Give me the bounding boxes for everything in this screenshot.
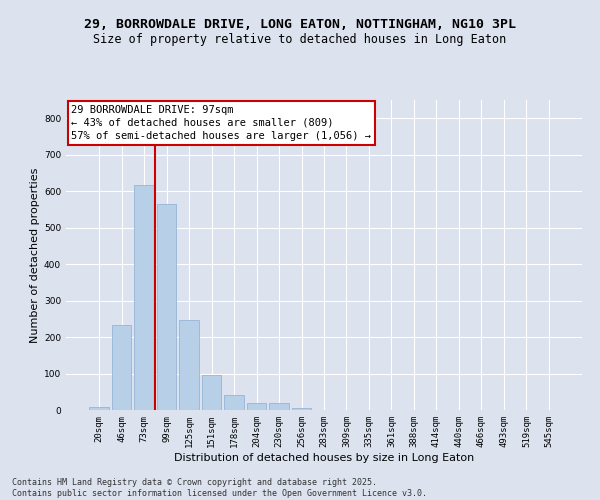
Bar [112, 326, 131, 410]
Y-axis label: Number of detached properties: Number of detached properties [30, 168, 40, 342]
Text: Size of property relative to detached houses in Long Eaton: Size of property relative to detached ho… [94, 32, 506, 46]
Bar [202, 376, 221, 410]
X-axis label: Distribution of detached houses by size in Long Eaton: Distribution of detached houses by size … [174, 452, 474, 462]
Text: Contains HM Land Registry data © Crown copyright and database right 2025.
Contai: Contains HM Land Registry data © Crown c… [12, 478, 427, 498]
Text: 29 BORROWDALE DRIVE: 97sqm
← 43% of detached houses are smaller (809)
57% of sem: 29 BORROWDALE DRIVE: 97sqm ← 43% of deta… [71, 104, 371, 141]
Bar [224, 394, 244, 410]
Bar [269, 404, 289, 410]
Bar [157, 204, 176, 410]
Bar [89, 407, 109, 410]
Bar [179, 320, 199, 410]
Bar [247, 404, 266, 410]
Text: 29, BORROWDALE DRIVE, LONG EATON, NOTTINGHAM, NG10 3PL: 29, BORROWDALE DRIVE, LONG EATON, NOTTIN… [84, 18, 516, 30]
Bar [134, 184, 154, 410]
Bar [292, 408, 311, 410]
